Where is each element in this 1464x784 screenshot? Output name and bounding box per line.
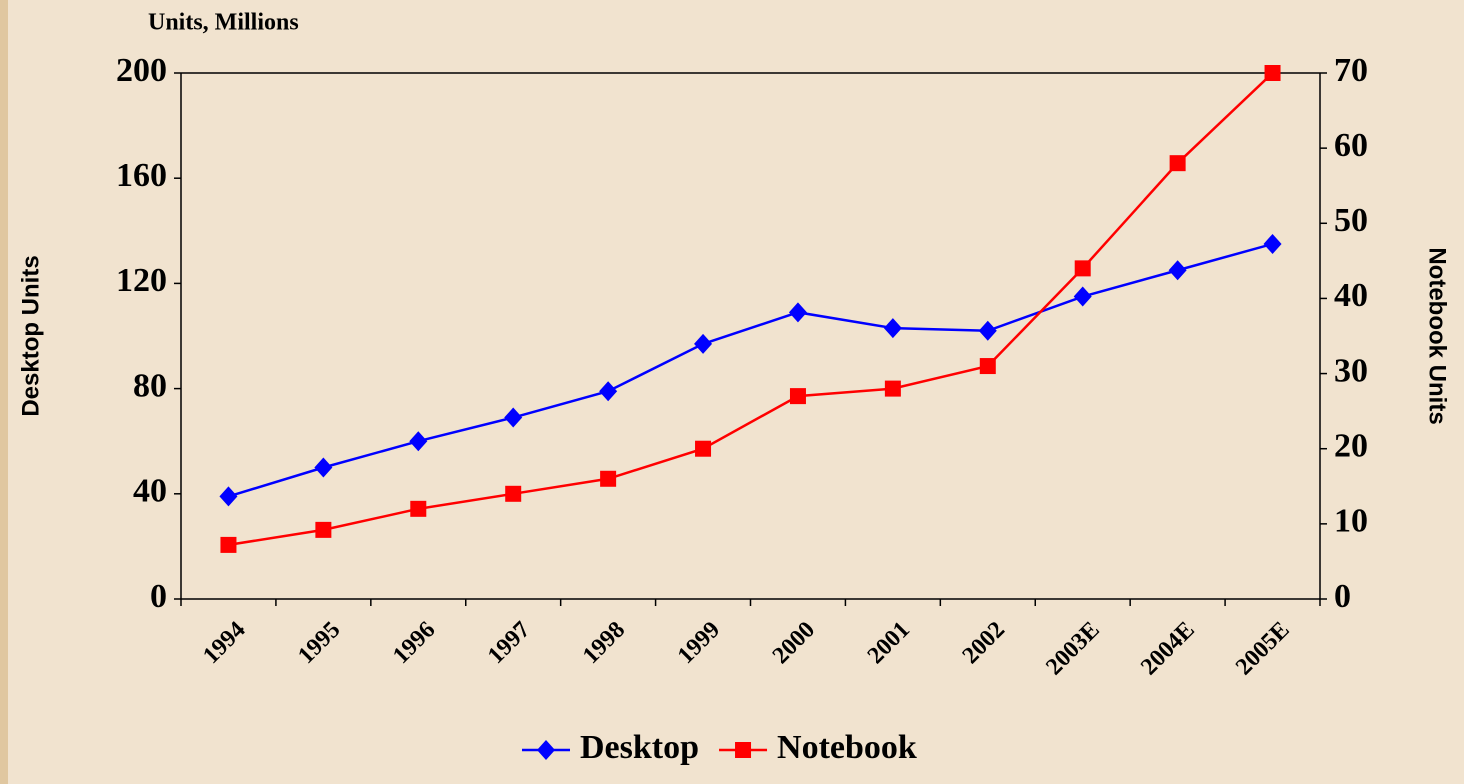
x-tick-label: 1996 — [388, 617, 440, 669]
data-point — [1073, 286, 1092, 307]
data-point — [788, 302, 807, 323]
x-tick-label: 2002 — [958, 617, 1010, 669]
y2-tick-label: 40 — [1334, 277, 1368, 314]
data-point — [504, 407, 523, 428]
data-point — [219, 486, 238, 507]
data-point — [789, 388, 806, 405]
x-tick-label: 2004E — [1136, 617, 1200, 681]
data-point — [220, 536, 237, 553]
data-point — [1168, 260, 1187, 281]
legend-marker — [735, 742, 752, 758]
y-tick-label: 0 — [150, 578, 167, 615]
x-tick-label: 2000 — [768, 617, 820, 669]
x-tick-label: 1998 — [578, 617, 630, 669]
data-point — [1264, 65, 1281, 81]
y2-tick-label: 0 — [1334, 578, 1351, 615]
data-point — [600, 470, 617, 487]
y2-tick-label: 30 — [1334, 352, 1368, 389]
data-point — [695, 440, 712, 457]
legend-marker — [537, 740, 555, 760]
data-point — [978, 320, 997, 341]
data-point — [599, 381, 618, 402]
x-tick-label: 1994 — [198, 617, 250, 669]
series-line — [228, 242, 1273, 498]
y-tick-label: 160 — [116, 157, 167, 194]
data-point — [410, 500, 427, 517]
x-tick-label: 1995 — [293, 617, 345, 669]
side-strip — [0, 0, 8, 784]
data-point — [314, 457, 333, 478]
y2-tick-label: 20 — [1334, 428, 1368, 465]
y2-axis-label: Notebook Units — [1424, 247, 1451, 424]
legend-label: Notebook — [777, 729, 917, 766]
data-point — [1263, 233, 1282, 254]
y2-tick-label: 50 — [1334, 202, 1368, 239]
data-point — [1074, 260, 1091, 277]
data-point — [315, 521, 332, 538]
x-tick-label: 1999 — [673, 617, 725, 669]
series-line — [228, 72, 1274, 547]
data-point — [1169, 155, 1186, 172]
data-point — [883, 318, 902, 339]
legend-label: Desktop — [580, 729, 699, 766]
y2-tick-label: 10 — [1334, 503, 1368, 540]
data-point — [979, 358, 996, 375]
y-tick-label: 200 — [116, 52, 167, 89]
data-point — [884, 380, 901, 397]
y-axis-label: Desktop Units — [17, 255, 44, 416]
chart-subtitle: Units, Millions — [148, 10, 299, 36]
x-tick-label: 2003E — [1041, 617, 1105, 681]
y-tick-label: 40 — [133, 473, 167, 510]
x-tick-label: 2005E — [1231, 617, 1295, 681]
y2-tick-label: 70 — [1334, 52, 1368, 89]
y-tick-label: 120 — [116, 262, 167, 299]
y-tick-label: 80 — [133, 367, 167, 404]
data-point — [505, 485, 522, 502]
data-point — [409, 431, 428, 452]
y2-tick-label: 60 — [1334, 127, 1368, 164]
data-point — [694, 333, 713, 354]
x-tick-label: 2001 — [863, 617, 915, 669]
x-tick-label: 1997 — [483, 617, 535, 669]
